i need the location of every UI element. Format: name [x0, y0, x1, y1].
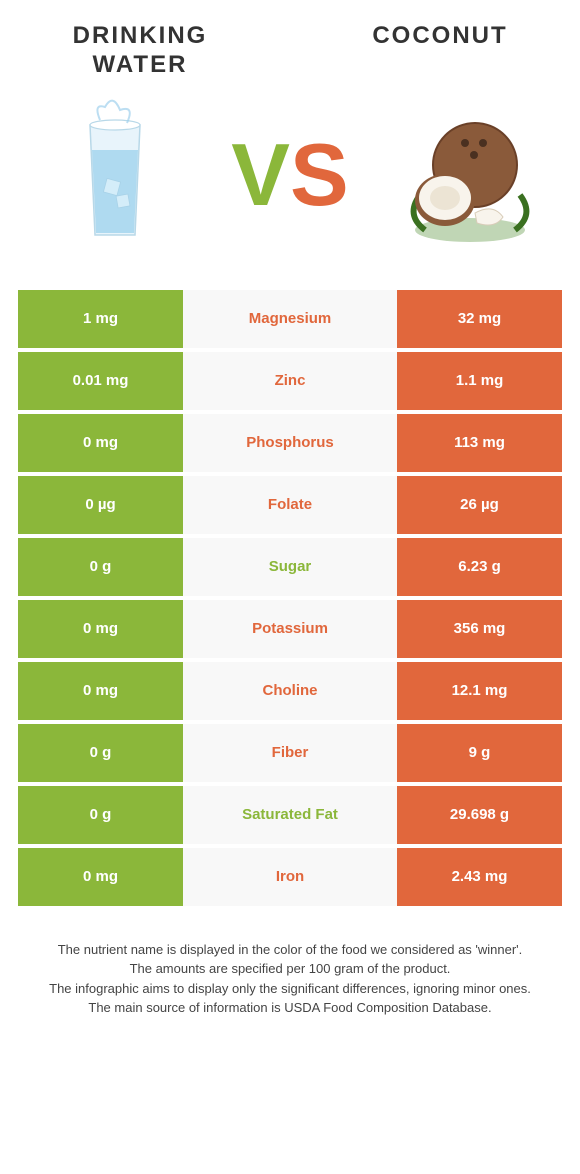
nutrient-name-cell: Saturated Fat [183, 786, 397, 844]
nutrient-name-cell: Potassium [183, 600, 397, 658]
left-value-cell: 0 g [18, 538, 183, 596]
table-row: 0 gSugar6.23 g [18, 538, 562, 596]
table-row: 0 µgFolate26 µg [18, 476, 562, 534]
comparison-table: 1 mgMagnesium32 mg0.01 mgZinc1.1 mg0 mgP… [18, 290, 562, 906]
table-row: 0 gFiber9 g [18, 724, 562, 782]
table-row: 0 mgPotassium356 mg [18, 600, 562, 658]
right-value-cell: 9 g [397, 724, 562, 782]
nutrient-name-cell: Phosphorus [183, 414, 397, 472]
table-row: 0 mgIron2.43 mg [18, 848, 562, 906]
right-value-cell: 356 mg [397, 600, 562, 658]
left-food-image [40, 95, 190, 255]
footer-notes: The nutrient name is displayed in the co… [0, 910, 580, 1018]
vs-s-letter: S [290, 131, 349, 219]
right-value-cell: 2.43 mg [397, 848, 562, 906]
nutrient-name-cell: Sugar [183, 538, 397, 596]
right-value-cell: 1.1 mg [397, 352, 562, 410]
footer-line: The main source of information is USDA F… [36, 998, 544, 1018]
left-title: DRINKING WATER [40, 22, 240, 80]
coconut-icon [395, 95, 535, 255]
left-value-cell: 0 mg [18, 848, 183, 906]
table-row: 0.01 mgZinc1.1 mg [18, 352, 562, 410]
water-glass-icon [45, 95, 185, 255]
left-value-cell: 0 mg [18, 414, 183, 472]
right-value-cell: 29.698 g [397, 786, 562, 844]
footer-line: The infographic aims to display only the… [36, 979, 544, 999]
right-value-cell: 32 mg [397, 290, 562, 348]
vs-label: VS [231, 131, 348, 219]
footer-line: The amounts are specified per 100 gram o… [36, 959, 544, 979]
left-value-cell: 1 mg [18, 290, 183, 348]
left-value-cell: 0 mg [18, 662, 183, 720]
vs-v-letter: V [231, 131, 290, 219]
left-value-cell: 0 µg [18, 476, 183, 534]
nutrient-name-cell: Iron [183, 848, 397, 906]
nutrient-name-cell: Fiber [183, 724, 397, 782]
nutrient-name-cell: Choline [183, 662, 397, 720]
left-value-cell: 0 g [18, 724, 183, 782]
left-value-cell: 0.01 mg [18, 352, 183, 410]
right-title: COCONUT [340, 22, 540, 51]
right-value-cell: 26 µg [397, 476, 562, 534]
table-row: 0 gSaturated Fat29.698 g [18, 786, 562, 844]
right-value-cell: 12.1 mg [397, 662, 562, 720]
table-row: 0 mgPhosphorus113 mg [18, 414, 562, 472]
right-value-cell: 113 mg [397, 414, 562, 472]
footer-line: The nutrient name is displayed in the co… [36, 940, 544, 960]
table-row: 1 mgMagnesium32 mg [18, 290, 562, 348]
nutrient-name-cell: Zinc [183, 352, 397, 410]
nutrient-name-cell: Folate [183, 476, 397, 534]
right-value-cell: 6.23 g [397, 538, 562, 596]
left-value-cell: 0 mg [18, 600, 183, 658]
table-row: 0 mgCholine12.1 mg [18, 662, 562, 720]
left-value-cell: 0 g [18, 786, 183, 844]
nutrient-name-cell: Magnesium [183, 290, 397, 348]
right-food-image [390, 95, 540, 255]
